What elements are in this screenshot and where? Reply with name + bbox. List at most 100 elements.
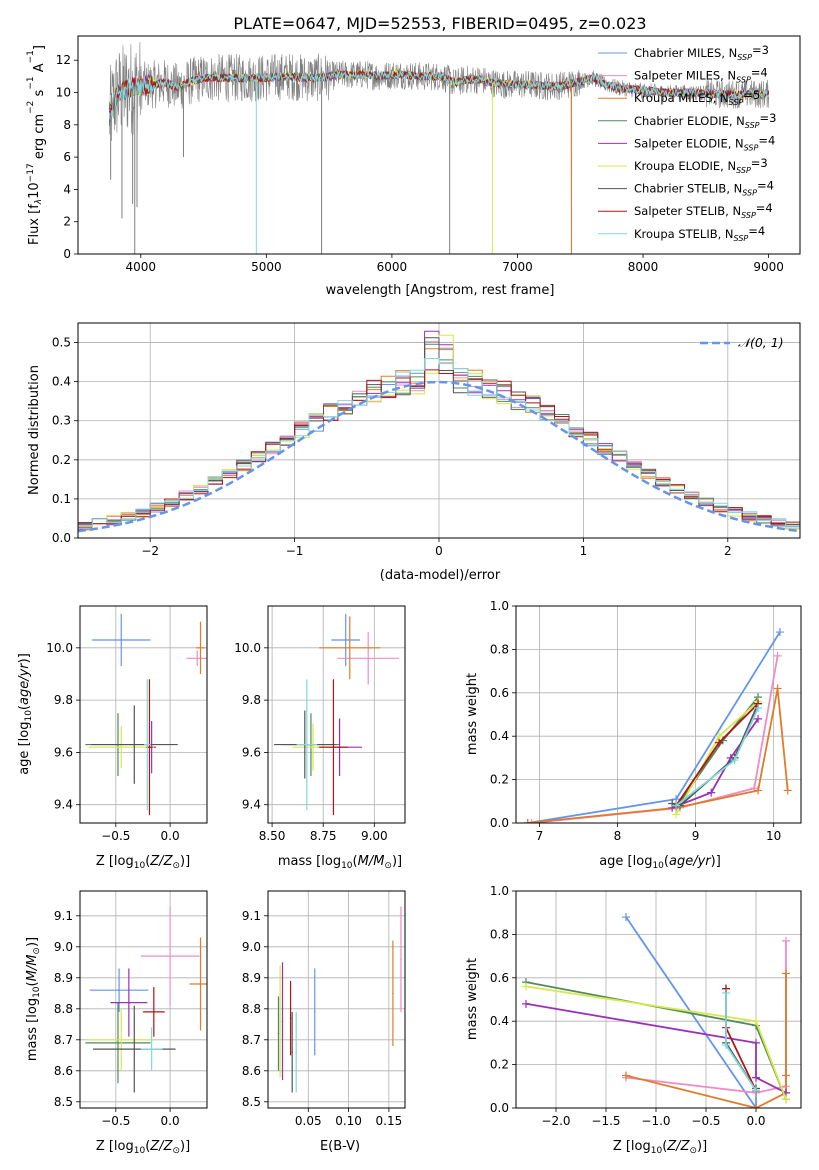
y-tick-label: 9.6 <box>54 745 73 759</box>
data-point <box>120 1039 123 1041</box>
weight-marker <box>752 1017 760 1026</box>
weight-marker <box>782 1071 790 1080</box>
weight-marker <box>783 786 792 795</box>
y-tick-label: 0.5 <box>52 336 71 350</box>
data-point <box>344 639 347 641</box>
plot-area <box>85 613 207 816</box>
y-tick-label: 8.5 <box>54 1095 73 1109</box>
data-point <box>196 657 199 660</box>
model-spectrum-line <box>108 70 769 122</box>
y-tick-label: 0.6 <box>490 686 509 700</box>
y-tick-label: 0.4 <box>490 729 509 743</box>
x-tick-label: −2 <box>141 544 159 558</box>
x-tick-label: 8.50 <box>259 829 286 843</box>
data-point <box>199 647 202 649</box>
y-tick-label: 8.6 <box>242 1064 261 1078</box>
data-point <box>128 1001 130 1004</box>
x-tick-label: 1 <box>580 544 588 558</box>
x-tick-label: 9.00 <box>361 829 388 843</box>
data-point <box>146 743 149 746</box>
x-tick-label: 0.0 <box>161 1114 180 1128</box>
y-tick-label: 9.6 <box>242 745 261 759</box>
data-point <box>133 743 136 746</box>
y-tick-label: 0 <box>63 247 71 261</box>
residuals-frame <box>77 322 801 539</box>
data-point <box>279 1020 281 1022</box>
plot-area <box>274 613 399 816</box>
y-tick-label: 9.8 <box>54 693 73 707</box>
weight-vs-age-ylabel: mass weight <box>465 673 480 755</box>
x-tick-label: 9 <box>692 829 700 843</box>
y-tick-label: 0.0 <box>490 1101 509 1115</box>
data-point <box>367 657 369 660</box>
weight-marker <box>775 628 784 637</box>
x-tick-label: 0.10 <box>335 1114 362 1128</box>
weight-marker <box>715 738 724 747</box>
x-tick-label: 9000 <box>753 260 784 274</box>
data-point <box>277 1032 280 1035</box>
data-point <box>133 1048 136 1050</box>
y-tick-label: 0.8 <box>490 927 509 941</box>
y-tick-label: 9.4 <box>242 798 261 812</box>
age-vs-mass-panel: 8.50 8.75 9.00 9.4 9.6 9.8 10.0 mass [log10(M/… <box>234 605 406 871</box>
weight-marker <box>754 703 763 712</box>
data-point <box>312 746 314 748</box>
weight-series-line <box>525 1002 787 1094</box>
plot-area <box>523 628 792 823</box>
data-point <box>199 983 202 985</box>
x-tick-label: 0.0 <box>746 1114 765 1128</box>
weight-marker <box>523 819 532 823</box>
legend-label: Chabrier STELIB, NSSP=4 <box>634 179 774 198</box>
weight-marker <box>752 1086 760 1095</box>
y-tick-label: 9.4 <box>54 798 73 812</box>
residual-histogram <box>78 358 800 538</box>
y-tick-label: 0.0 <box>52 531 71 545</box>
x-tick-label: 0 <box>435 544 443 558</box>
age-vs-Z-ylabel: age [log10(age/yr)] <box>17 653 34 775</box>
y-tick-label: 1.0 <box>490 884 509 898</box>
legend-label: Chabrier ELODIE, NSSP=3 <box>634 111 776 130</box>
x-tick-label: −1 <box>286 544 304 558</box>
y-tick-label: 9.8 <box>242 693 261 707</box>
weight-marker <box>527 819 536 823</box>
weight-marker <box>522 982 530 991</box>
y-tick-label: 0.4 <box>52 375 71 389</box>
data-point <box>118 989 120 991</box>
y-tick-label: 0.3 <box>52 414 71 428</box>
normal-curve <box>78 380 800 533</box>
x-tick-label: 7 <box>536 829 544 843</box>
y-tick-label: 9.1 <box>54 909 73 923</box>
weight-marker <box>773 684 782 693</box>
weight-marker <box>752 1073 760 1082</box>
spectrum-legend: Chabrier MILES, NSSP=3 Salpeter MILES, NS… <box>598 43 776 243</box>
y-tick-label: 8.8 <box>54 1002 73 1016</box>
data-point <box>348 647 351 649</box>
weight-marker <box>752 1104 760 1108</box>
weight-marker <box>752 1038 760 1047</box>
plot-area <box>108 42 770 254</box>
data-point <box>117 1042 119 1044</box>
weight-marker <box>754 714 763 723</box>
age-vs-Z-xlabel: Z [log10(Z/Z⊙)] <box>96 854 190 871</box>
x-tick-label: 10 <box>766 829 781 843</box>
x-tick-label: −0.5 <box>101 1114 130 1128</box>
mass-vs-Z-xlabel: Z [log10(Z/Z⊙)] <box>96 1139 190 1156</box>
weight-marker <box>522 999 530 1008</box>
weight-vs-Z-panel: −2.0 −1.5 −1.0 −0.5 0.0 0.0 0.2 0.4 0.6 0.8 1.0 Z … <box>465 884 802 1156</box>
y-tick-label: 0.0 <box>490 816 509 830</box>
data-point <box>153 1011 155 1013</box>
y-tick-label: 2 <box>63 215 71 229</box>
data-point <box>148 746 151 748</box>
data-point <box>120 639 123 641</box>
weight-marker <box>722 1041 730 1050</box>
data-point <box>289 1017 292 1019</box>
data-point <box>295 1051 298 1053</box>
y-tick-label: 8.5 <box>242 1095 261 1109</box>
y-tick-label: 0.6 <box>490 971 509 985</box>
weight-vs-age-panel: 7 8 9 10 0.0 0.2 0.4 0.6 0.8 1.0 age [log10(age/y… <box>465 599 802 871</box>
weight-marker <box>754 786 763 795</box>
x-tick-label: −0.5 <box>691 1114 720 1128</box>
weight-vs-Z-xlabel: Z [log10(Z/Z⊙)] <box>613 1139 707 1156</box>
data-point <box>120 746 123 748</box>
